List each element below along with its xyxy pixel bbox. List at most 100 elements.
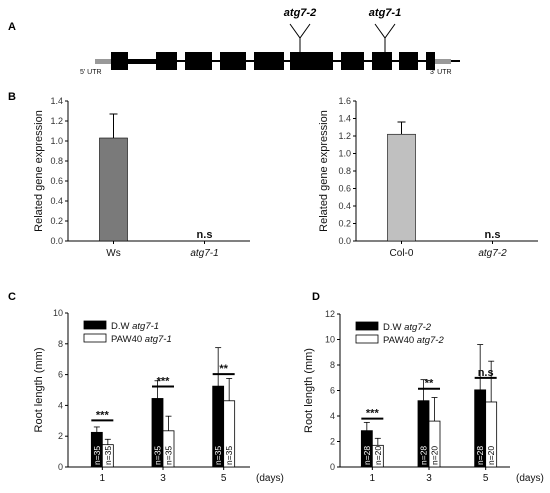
n-label: n=35 (103, 446, 113, 465)
x-tick-label: 5 (221, 473, 227, 484)
y-axis-label-d: Root length (mm) (303, 348, 315, 433)
n-label: n=28 (475, 446, 485, 465)
y-tick-label: 0.4 (50, 196, 63, 206)
y-tick-label: 6 (58, 370, 63, 380)
chart-b-left: B 0.0 0.2 0.4 0.6 0.8 1.0 1.2 1.4 Related gene ex… (8, 91, 250, 259)
legend-swatch-1 (83, 333, 107, 343)
y-tick-label: 2 (58, 431, 63, 441)
panel-a-letter: A (8, 21, 16, 33)
y-tick-label: 10 (53, 308, 63, 318)
y-tick-label: 1.4 (50, 96, 63, 106)
exon-5 (254, 52, 284, 70)
utr3-label: 3' UTR (430, 69, 452, 76)
x-tick-label: Ws (106, 248, 120, 259)
legend-prefix: PAW40 (383, 335, 417, 346)
panel-letter-b-left: B (8, 91, 16, 103)
significance-label: *** (157, 375, 171, 387)
y-tick-label: 4 (58, 400, 63, 410)
legend-entry-0: D.W atg7-1 (111, 321, 159, 332)
y-tick-label: 0.0 (50, 236, 63, 246)
x-unit-label: (days) (256, 473, 284, 484)
x-tick-label: 1 (100, 473, 106, 484)
exon-1 (111, 52, 128, 70)
y-tick-label: 8 (330, 360, 335, 370)
legend-prefix: D.W (383, 322, 404, 333)
x-tick-label: atg7-2 (478, 248, 507, 259)
y-tick-label: 0.8 (338, 166, 351, 176)
y-tick-label: 1.2 (50, 116, 63, 126)
legend-entry-1: PAW40 atg7-2 (383, 335, 444, 346)
y-tick-label: 1.2 (338, 131, 351, 141)
utr5-box (95, 59, 111, 64)
y-tick-label: 0 (330, 462, 335, 472)
legend-genotype: atg7-2 (417, 335, 445, 346)
legend-swatch-0 (355, 321, 379, 331)
y-tick-label: 0.6 (50, 176, 63, 186)
exon-9 (399, 52, 418, 70)
n-label: n=35 (224, 446, 234, 465)
insertion-label-atg7-2: atg7-2 (284, 7, 316, 19)
significance-label: ** (219, 363, 228, 375)
panel-a-gene-model: A 5' UTR 3' UTR atg7-2 atg7-1 (8, 7, 460, 76)
chart-b-right: 0.0 0.2 0.4 0.6 0.8 1.0 1.2 1.4 1.6 Related gene … (318, 96, 538, 259)
legend-swatch-0 (83, 320, 107, 330)
y-tick-label: 4 (330, 411, 335, 421)
y-tick-label: 1.0 (50, 136, 63, 146)
n-label: n=20 (486, 446, 496, 465)
y-tick-label: 1.6 (338, 96, 351, 106)
legend-prefix: D.W (111, 321, 132, 332)
significance-label: *** (96, 409, 110, 421)
y-axis-label-b-left: Related gene expression (33, 110, 45, 232)
legend-entry-1: PAW40 atg7-1 (111, 334, 172, 345)
legend-swatch-1 (355, 334, 379, 344)
x-tick-label: 3 (160, 473, 166, 484)
insertion-atg7-1: atg7-1 (369, 7, 401, 54)
y-tick-label: 1.4 (338, 114, 351, 124)
y-tick-label: 0 (58, 462, 63, 472)
exon-8 (372, 52, 392, 70)
n-label: n=35 (92, 446, 102, 465)
y-axis-label-b-right: Related gene expression (318, 110, 330, 232)
x-unit-label: (days) (516, 473, 544, 484)
n-label: n=28 (362, 446, 372, 465)
legend-prefix: PAW40 (111, 334, 145, 345)
y-tick-label: 2 (330, 437, 335, 447)
y-tick-label: 0.2 (338, 219, 351, 229)
exon-4 (220, 52, 246, 70)
insertion-atg7-2: atg7-2 (284, 7, 316, 54)
n-label: n=20 (430, 446, 440, 465)
n-label: n=20 (373, 446, 383, 465)
y-tick-label: 0.0 (338, 236, 351, 246)
legend-genotype: atg7-2 (404, 322, 432, 333)
y-tick-label: 0.2 (50, 216, 63, 226)
y-tick-label: 0.6 (338, 184, 351, 194)
y-tick-label: 6 (330, 386, 335, 396)
bar-Col-0 (387, 133, 416, 242)
n-label: n=35 (164, 446, 174, 465)
x-tick-label: Col-0 (390, 248, 414, 259)
legend-entry-0: D.W atg7-2 (383, 322, 432, 333)
y-axis-label-c: Root length (mm) (33, 348, 45, 433)
y-tick-label: 8 (58, 339, 63, 349)
n-label: n=28 (419, 446, 429, 465)
exon-6 (290, 52, 333, 70)
y-tick-label: 12 (325, 309, 335, 319)
legend-genotype: atg7-1 (145, 334, 172, 345)
n-label: n=35 (213, 446, 223, 465)
insertion-label-atg7-1: atg7-1 (369, 7, 401, 19)
utr3-box (435, 59, 451, 64)
significance-label: n.s (197, 229, 213, 241)
x-tick-label: 5 (483, 473, 489, 484)
panel-letter-d: D (312, 291, 320, 303)
y-tick-label: 0.8 (50, 156, 63, 166)
significance-label: n.s (478, 367, 494, 379)
y-tick-label: 0.4 (338, 201, 351, 211)
significance-label: ** (425, 378, 434, 390)
exon-7 (341, 52, 364, 70)
panel-letter-c: C (8, 291, 16, 303)
x-tick-label: 1 (370, 473, 376, 484)
x-tick-label: 3 (426, 473, 432, 484)
